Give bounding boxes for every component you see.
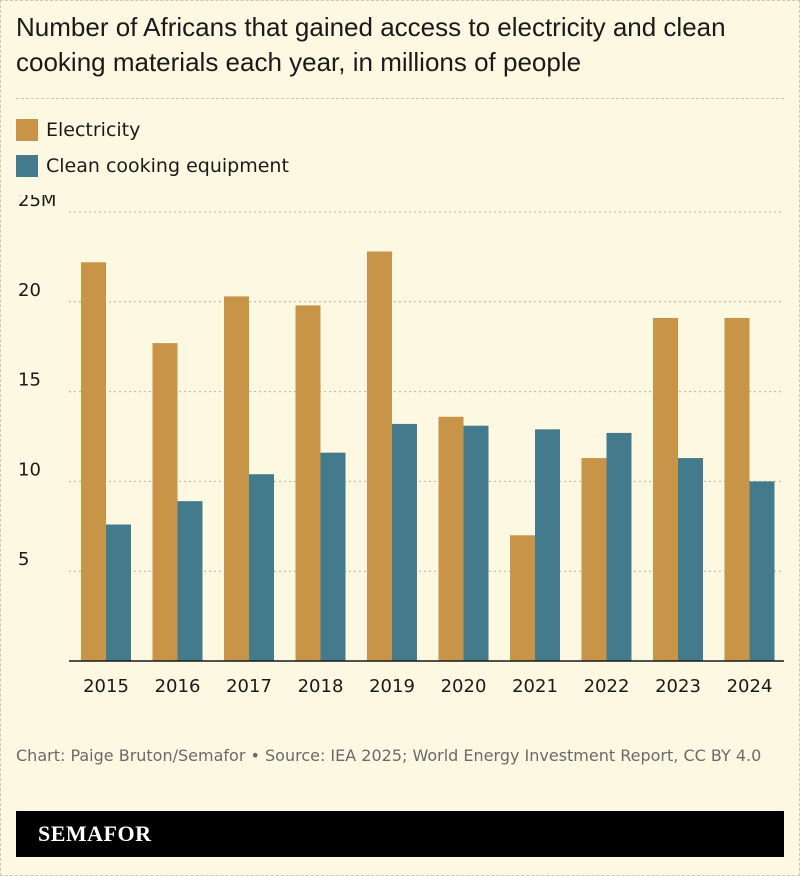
legend: Electricity Clean cooking equipment bbox=[16, 118, 289, 190]
x-tick-label: 2016 bbox=[155, 676, 201, 697]
chart-title: Number of Africans that gained access to… bbox=[16, 12, 726, 77]
legend-label-electricity: Electricity bbox=[46, 119, 141, 141]
y-tick-label: 15 bbox=[18, 370, 41, 391]
source-credit: Chart: Paige Bruton/Semafor • Source: IE… bbox=[16, 746, 762, 765]
bar-cooking bbox=[678, 458, 703, 661]
x-tick-label: 2015 bbox=[83, 676, 129, 697]
x-tick-label: 2024 bbox=[727, 676, 773, 697]
bar-electricity bbox=[510, 535, 535, 661]
bar-cooking bbox=[249, 474, 274, 661]
bar-cooking bbox=[749, 481, 775, 661]
title-divider bbox=[16, 98, 784, 99]
legend-item-electricity: Electricity bbox=[16, 118, 289, 142]
bar-cooking bbox=[177, 501, 203, 661]
bar-electricity bbox=[653, 317, 678, 661]
bar-electricity bbox=[367, 251, 392, 661]
bar-electricity bbox=[438, 416, 464, 661]
bar-cooking bbox=[463, 425, 489, 661]
legend-label-cooking: Clean cooking equipment bbox=[46, 155, 289, 177]
legend-swatch-cooking bbox=[16, 155, 38, 177]
bar-cooking bbox=[106, 524, 131, 661]
semafor-logo: SEMAFOR bbox=[38, 821, 152, 846]
x-tick-label: 2020 bbox=[441, 676, 487, 697]
bar-electricity bbox=[81, 262, 106, 661]
y-tick-label: 5 bbox=[18, 549, 29, 570]
bar-electricity bbox=[152, 343, 178, 661]
bar-cooking bbox=[320, 452, 346, 661]
x-tick-label: 2018 bbox=[298, 676, 344, 697]
y-tick-label: 20 bbox=[18, 280, 41, 301]
brand-bar: SEMAFOR bbox=[16, 811, 784, 857]
legend-item-cooking: Clean cooking equipment bbox=[16, 154, 289, 178]
y-tick-label: 10 bbox=[18, 459, 41, 480]
x-tick-label: 2017 bbox=[226, 676, 272, 697]
bar-cooking bbox=[606, 432, 632, 661]
bar-electricity bbox=[295, 305, 321, 661]
bar-cooking bbox=[392, 423, 417, 661]
bar-electricity bbox=[724, 317, 750, 661]
x-tick-label: 2019 bbox=[369, 676, 415, 697]
x-tick-label: 2023 bbox=[655, 676, 701, 697]
bar-electricity bbox=[224, 296, 249, 661]
x-tick-label: 2022 bbox=[584, 676, 630, 697]
x-tick-label: 2021 bbox=[512, 676, 558, 697]
bar-electricity bbox=[581, 458, 607, 661]
bar-cooking bbox=[535, 429, 560, 661]
y-tick-label: 25M bbox=[18, 195, 56, 211]
legend-swatch-electricity bbox=[16, 119, 38, 141]
